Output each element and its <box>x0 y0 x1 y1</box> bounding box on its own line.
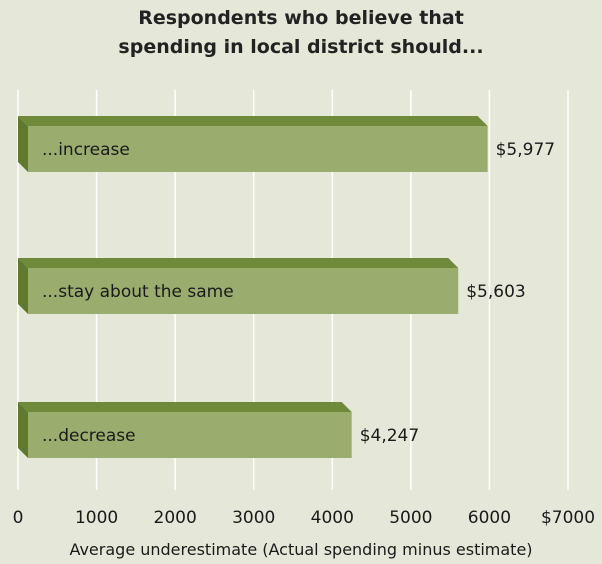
bar-category-label: ...decrease <box>42 426 136 446</box>
bar-group: ...increase $5,977 <box>18 116 555 172</box>
bar <box>28 268 459 314</box>
x-tick-label: 0 <box>13 508 24 528</box>
bar-top-face <box>18 258 459 268</box>
x-tick-label: $7000 <box>541 508 595 528</box>
bar-side-face <box>18 116 28 172</box>
bar-side-face <box>18 402 28 458</box>
bar-value-label: $5,603 <box>466 282 525 302</box>
x-tick-label: 4000 <box>311 508 354 528</box>
x-axis-label: Average underestimate (Actual spending m… <box>69 540 533 559</box>
x-tick-label: 2000 <box>154 508 197 528</box>
bar-category-label: ...stay about the same <box>42 282 234 302</box>
chart-title-line-1: Respondents who believe that <box>138 7 464 29</box>
x-tick-label: 1000 <box>75 508 118 528</box>
x-tick-label: 6000 <box>468 508 511 528</box>
bar-top-face <box>18 116 488 126</box>
bar-value-label: $4,247 <box>360 426 419 446</box>
bar <box>28 126 488 172</box>
chart-title-line-2: spending in local district should... <box>118 36 484 58</box>
bar <box>28 412 352 458</box>
bar-value-label: $5,977 <box>496 140 555 160</box>
bar-category-label: ...increase <box>42 140 130 160</box>
bar-group: ...decrease $4,247 <box>18 402 419 458</box>
bar-top-face <box>18 402 352 412</box>
x-tick-label: 5000 <box>389 508 432 528</box>
bar-side-face <box>18 258 28 314</box>
x-tick-label: 3000 <box>232 508 275 528</box>
chart-title: Respondents who believe that spending in… <box>0 4 602 62</box>
bar-group: ...stay about the same $5,603 <box>18 258 526 314</box>
